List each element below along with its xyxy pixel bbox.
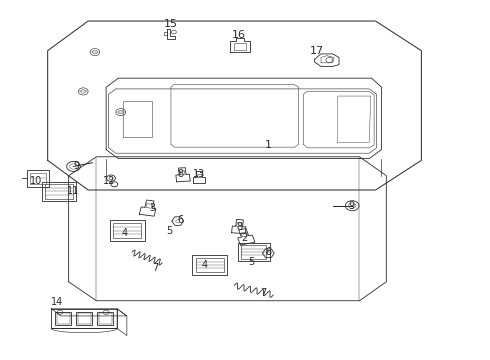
Bar: [113, 223, 141, 238]
Text: 8: 8: [177, 168, 184, 179]
Text: 17: 17: [310, 46, 324, 56]
Bar: [30, 173, 46, 184]
Text: 5: 5: [167, 226, 172, 236]
Bar: [110, 220, 145, 241]
Text: 4: 4: [121, 228, 127, 238]
Text: 11: 11: [67, 186, 79, 197]
Text: 5: 5: [248, 257, 254, 267]
Text: 7: 7: [260, 288, 267, 297]
Text: 6: 6: [177, 215, 184, 225]
Bar: [42, 181, 76, 201]
Bar: [196, 257, 224, 273]
Bar: [55, 312, 71, 325]
Text: 10: 10: [30, 176, 43, 186]
Bar: [76, 312, 92, 325]
Text: 9: 9: [348, 201, 354, 211]
Bar: [193, 255, 227, 275]
Text: 7: 7: [152, 262, 158, 273]
Text: 6: 6: [265, 247, 271, 257]
Text: 8: 8: [236, 222, 242, 232]
Bar: [238, 243, 270, 261]
Text: 14: 14: [51, 297, 64, 307]
Text: 16: 16: [232, 30, 246, 40]
Bar: [78, 313, 91, 324]
Text: 12: 12: [103, 176, 116, 186]
Text: 13: 13: [193, 168, 205, 179]
Bar: [57, 313, 70, 324]
Text: 9: 9: [74, 161, 80, 171]
Text: 3: 3: [149, 203, 155, 213]
Bar: [27, 170, 49, 187]
Bar: [241, 246, 267, 259]
Text: 1: 1: [265, 140, 272, 150]
Text: 2: 2: [241, 233, 247, 243]
Text: 4: 4: [202, 260, 208, 270]
Bar: [98, 312, 113, 325]
Bar: [99, 313, 112, 324]
Text: 15: 15: [164, 18, 178, 28]
Bar: [45, 184, 73, 198]
